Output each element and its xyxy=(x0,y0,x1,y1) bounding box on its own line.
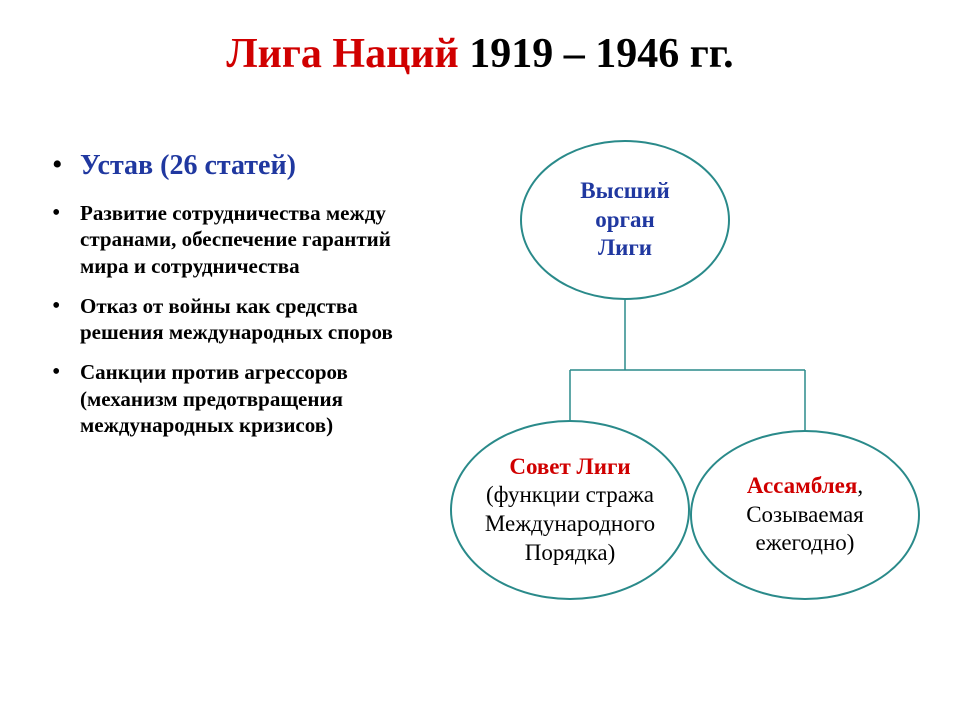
node-left-text: Совет Лиги (функции стража Международног… xyxy=(477,445,663,576)
node-right-sub2: ежегодно) xyxy=(756,530,855,555)
sub-bullet-2-text: Отказ от войны как средства решения межд… xyxy=(80,294,393,344)
node-right: Ассамблея, Созываемая ежегодно) xyxy=(690,430,920,600)
node-top: Высший орган Лиги xyxy=(520,140,730,300)
title-part1: Лига Наций xyxy=(226,31,458,77)
node-top-line1: Высший xyxy=(580,178,669,203)
node-right-title: Ассамблея xyxy=(747,473,857,498)
node-top-line2: орган xyxy=(595,207,655,232)
node-right-title-suffix: , xyxy=(857,473,863,498)
node-right-sub1: Созываемая xyxy=(746,502,864,527)
node-left: Совет Лиги (функции стража Международног… xyxy=(450,420,690,600)
node-left-title: Совет Лиги xyxy=(509,454,630,479)
sub-bullet-2: Отказ от войны как средства решения межд… xyxy=(30,293,440,346)
sub-bullet-3: Санкции против агрессоров (механизм пред… xyxy=(30,359,440,438)
node-left-sub3: Порядка) xyxy=(525,540,616,565)
node-left-sub2: Международного xyxy=(485,511,655,536)
title-part2: 1919 – 1946 гг. xyxy=(459,31,734,77)
main-bullet: Устав (26 статей) xyxy=(30,150,440,182)
bullet-list: Устав (26 статей) Развитие сотрудничеств… xyxy=(30,150,440,452)
node-top-text: Высший орган Лиги xyxy=(572,169,677,271)
sub-bullet-1-text: Развитие сотрудничества между странами, … xyxy=(80,201,391,278)
org-diagram: Высший орган Лиги Совет Лиги (функции ст… xyxy=(460,140,940,660)
sub-bullet-3-text: Санкции против агрессоров (механизм пред… xyxy=(80,360,348,437)
node-right-text: Ассамблея, Созываемая ежегодно) xyxy=(738,464,872,566)
node-top-line3: Лиги xyxy=(598,235,652,260)
node-left-sub1: (функции стража xyxy=(486,482,654,507)
slide-title: Лига Наций 1919 – 1946 гг. xyxy=(0,0,960,78)
sub-bullet-1: Развитие сотрудничества между странами, … xyxy=(30,200,440,279)
main-bullet-text: Устав (26 статей) xyxy=(80,150,296,181)
